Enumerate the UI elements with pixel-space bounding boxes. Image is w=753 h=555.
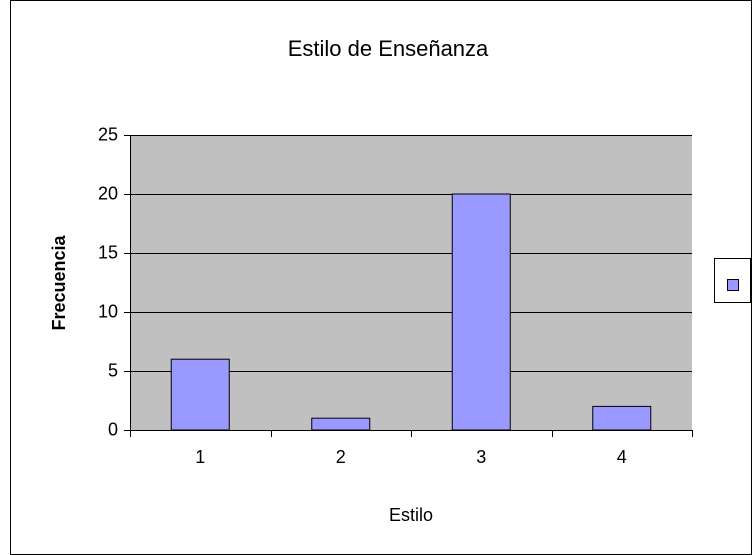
x-axis-label: Estilo: [389, 505, 433, 525]
y-axis-label: Frecuencia: [49, 234, 69, 330]
x-tick-label: 4: [617, 447, 627, 467]
chart-title: Estilo de Enseñanza: [288, 36, 489, 61]
y-tick-label: 0: [108, 419, 118, 439]
y-tick-label: 10: [98, 301, 118, 321]
y-tick-label: 15: [98, 242, 118, 262]
y-tick-label: 25: [98, 124, 118, 144]
y-tick-label: 5: [108, 360, 118, 380]
x-tick-label: 3: [476, 447, 486, 467]
x-tick-label: 2: [336, 447, 346, 467]
legend-swatch: [727, 279, 739, 291]
x-tick-label: 1: [195, 447, 205, 467]
bar: [592, 405, 652, 431]
bar: [170, 358, 230, 431]
bar: [311, 417, 371, 431]
y-tick-label: 20: [98, 183, 118, 203]
bar: [451, 193, 511, 431]
